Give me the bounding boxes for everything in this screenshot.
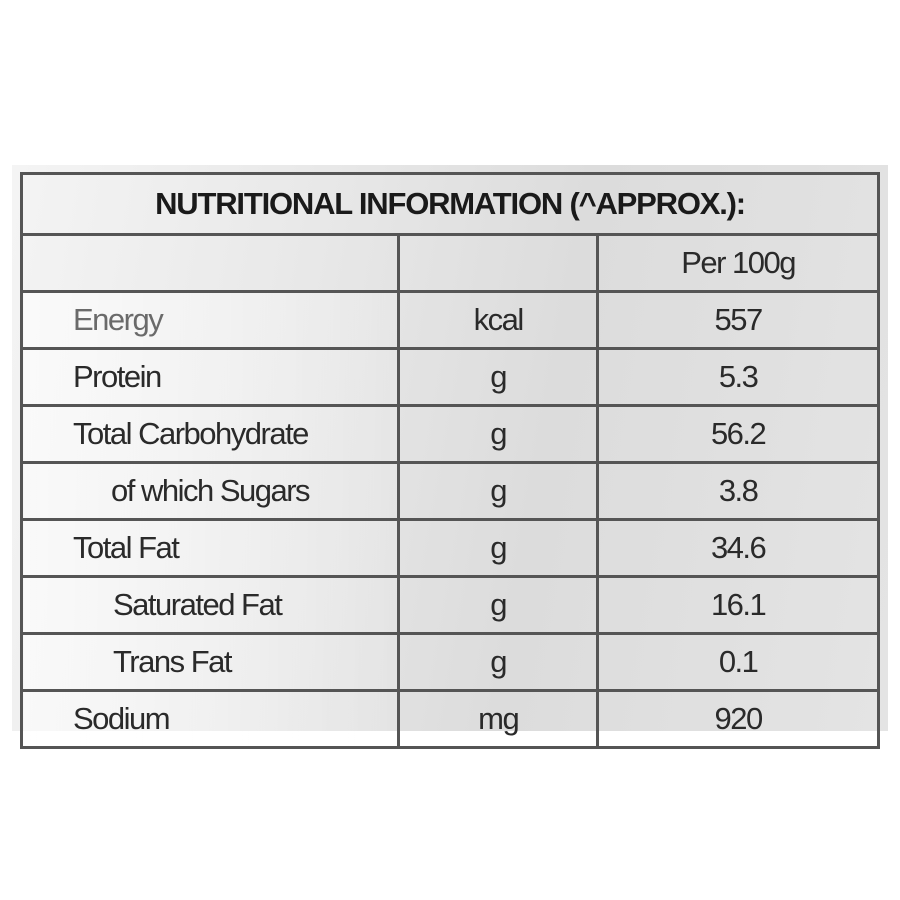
nutrient-name: Protein <box>19 347 401 407</box>
unit: kcal <box>397 290 600 350</box>
unit: g <box>397 575 600 635</box>
nutrient-name: Saturated Fat <box>19 575 401 635</box>
nutrient-name: Sodium <box>19 689 401 749</box>
table-row: Total Fat g 34.6 <box>19 518 880 578</box>
header-row: Per 100g <box>19 233 880 293</box>
unit: g <box>397 632 600 692</box>
table-row: of which Sugars g 3.8 <box>19 461 880 521</box>
value: 0.1 <box>596 632 880 692</box>
unit: g <box>397 518 600 578</box>
value: 56.2 <box>596 404 880 464</box>
nutrient-name: Trans Fat <box>19 632 401 692</box>
header-nutrient <box>19 233 401 293</box>
table-row: Saturated Fat g 16.1 <box>19 575 880 635</box>
table-row: Trans Fat g 0.1 <box>19 632 880 692</box>
title-row: NUTRITIONAL INFORMATION (^APPROX.): <box>20 172 880 236</box>
nutrient-name: Total Fat <box>19 518 401 578</box>
value: 34.6 <box>596 518 880 578</box>
table-row: Total Carbohydrate g 56.2 <box>19 404 880 464</box>
unit: g <box>397 404 600 464</box>
value: 557 <box>596 290 880 350</box>
nutrient-name: Total Carbohydrate <box>19 404 401 464</box>
header-per-100g: Per 100g <box>596 233 880 293</box>
table-row: Energy kcal 557 <box>19 290 880 350</box>
table-title: NUTRITIONAL INFORMATION (^APPROX.): <box>20 172 880 236</box>
unit: mg <box>397 689 600 749</box>
nutrition-table: NUTRITIONAL INFORMATION (^APPROX.): Per … <box>19 172 880 749</box>
nutrient-name: of which Sugars <box>19 461 401 521</box>
value: 5.3 <box>596 347 880 407</box>
table-row: Protein g 5.3 <box>19 347 880 407</box>
value: 920 <box>596 689 880 749</box>
table-row: Sodium mg 920 <box>19 689 880 749</box>
value: 16.1 <box>596 575 880 635</box>
unit: g <box>397 347 600 407</box>
header-unit <box>397 233 600 293</box>
value: 3.8 <box>596 461 880 521</box>
nutrient-name: Energy <box>19 290 401 350</box>
unit: g <box>397 461 600 521</box>
